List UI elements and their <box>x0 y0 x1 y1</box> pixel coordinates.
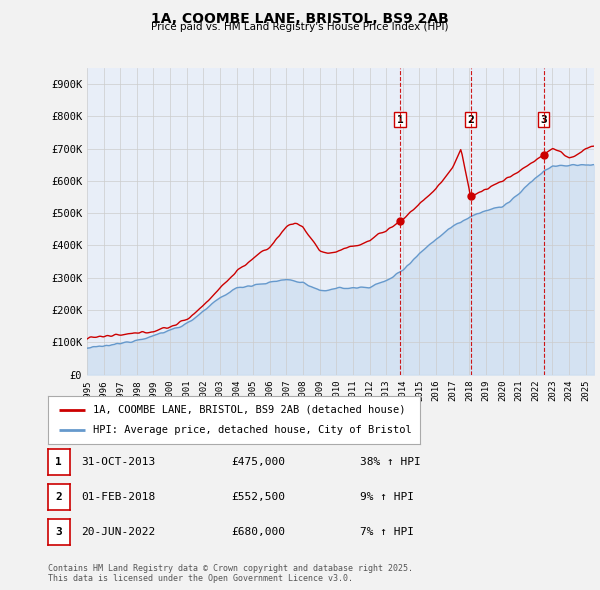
Text: 1A, COOMBE LANE, BRISTOL, BS9 2AB (detached house): 1A, COOMBE LANE, BRISTOL, BS9 2AB (detac… <box>92 405 405 415</box>
Text: HPI: Average price, detached house, City of Bristol: HPI: Average price, detached house, City… <box>92 425 412 435</box>
Text: £475,000: £475,000 <box>231 457 285 467</box>
Text: 3: 3 <box>540 114 547 124</box>
Text: 3: 3 <box>55 527 62 537</box>
Text: £680,000: £680,000 <box>231 527 285 537</box>
Text: 01-FEB-2018: 01-FEB-2018 <box>81 492 155 502</box>
Text: 2: 2 <box>467 114 474 124</box>
Text: 9% ↑ HPI: 9% ↑ HPI <box>360 492 414 502</box>
Text: 7% ↑ HPI: 7% ↑ HPI <box>360 527 414 537</box>
Text: 38% ↑ HPI: 38% ↑ HPI <box>360 457 421 467</box>
Text: 1: 1 <box>55 457 62 467</box>
Text: 31-OCT-2013: 31-OCT-2013 <box>81 457 155 467</box>
Text: Price paid vs. HM Land Registry's House Price Index (HPI): Price paid vs. HM Land Registry's House … <box>151 22 449 32</box>
Text: 1: 1 <box>397 114 403 124</box>
Text: Contains HM Land Registry data © Crown copyright and database right 2025.
This d: Contains HM Land Registry data © Crown c… <box>48 563 413 583</box>
Text: 2: 2 <box>55 492 62 502</box>
Text: 1A, COOMBE LANE, BRISTOL, BS9 2AB: 1A, COOMBE LANE, BRISTOL, BS9 2AB <box>151 12 449 26</box>
Text: £552,500: £552,500 <box>231 492 285 502</box>
Text: 20-JUN-2022: 20-JUN-2022 <box>81 527 155 537</box>
